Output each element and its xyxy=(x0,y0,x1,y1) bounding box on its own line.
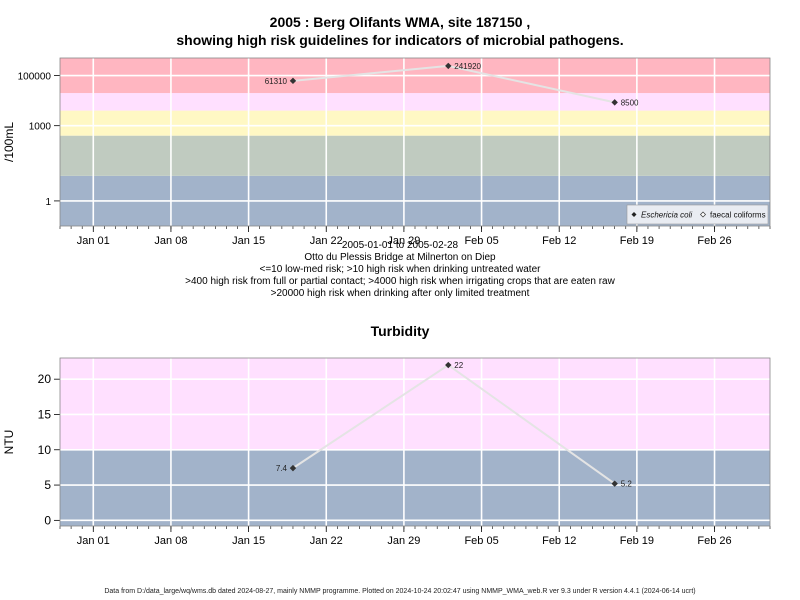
turbidity-x-tick-label: Jan 08 xyxy=(154,535,187,547)
chart-title-line-2: showing high risk guidelines for indicat… xyxy=(176,32,624,48)
turbidity-y-tick-label: 0 xyxy=(44,513,51,527)
turbidity-data-label: 5.2 xyxy=(621,480,633,489)
turbidity-data-point xyxy=(289,464,297,472)
caption-line-risk-treatment: >20000 high risk when drinking after onl… xyxy=(270,288,530,299)
turbidity-plot-frame xyxy=(59,357,771,527)
legend-ecoli-marker xyxy=(631,212,637,217)
legend-faecal-marker xyxy=(700,211,706,218)
turbidity-x-tick-label: Jan 22 xyxy=(310,535,343,547)
microbial-x-tick-label: Jan 01 xyxy=(77,235,110,247)
microbial-band-3 xyxy=(60,93,770,111)
microbial-x-tick-label: Feb 12 xyxy=(542,235,576,247)
legend-ecoli-label: Eschericia coli xyxy=(641,211,692,220)
microbial-data-label: 61310 xyxy=(265,77,288,86)
caption-line-site: Otto du Plessis Bridge at Milnerton on D… xyxy=(304,252,496,263)
chart-title-line-1: 2005 : Berg Olifants WMA, site 187150 , xyxy=(269,14,531,30)
microbial-band-1 xyxy=(60,135,770,176)
microbial-plot-frame xyxy=(59,57,771,227)
legend-faecal-label: faecal coliforms xyxy=(710,211,766,220)
caption: 2005-01-01 to 2005-02-28 Otto du Plessis… xyxy=(0,240,800,300)
turbidity-data-label: 7.4 xyxy=(276,464,288,473)
turbidity-band-0 xyxy=(60,449,770,526)
turbidity-y-tick-label: 20 xyxy=(38,372,52,386)
microbial-y-tick-label: 1 xyxy=(45,197,51,208)
footer-note: Data from D:/data_large/wq/wms.db dated … xyxy=(104,588,696,595)
turbidity-y-tick-label: 10 xyxy=(38,443,52,457)
turbidity-x-tick-label: Feb 19 xyxy=(620,535,654,547)
turbidity-y-tick-label: 5 xyxy=(44,478,51,492)
turbidity-data-point xyxy=(445,361,452,369)
microbial-y-axis-label: /100mL xyxy=(2,122,16,162)
legend-box xyxy=(626,204,769,225)
turbidity-x-tick-label: Feb 26 xyxy=(697,535,731,547)
turbidity-x-tick-label: Feb 05 xyxy=(464,535,498,547)
caption-line-risk-drinking: <=10 low-med risk; >10 high risk when dr… xyxy=(259,264,541,275)
microbial-x-tick-label: Feb 19 xyxy=(620,235,654,247)
microbial-y-tick-label: 1000 xyxy=(29,122,52,133)
microbial-x-tick-label: Jan 22 xyxy=(310,235,343,247)
turbidity-y-axis-label: NTU xyxy=(2,430,16,455)
microbial-x-tick-label: Feb 26 xyxy=(697,235,731,247)
turbidity-x-tick-label: Feb 12 xyxy=(542,535,576,547)
turbidity-x-tick-label: Jan 01 xyxy=(77,535,110,547)
microbial-band-2 xyxy=(60,110,770,136)
microbial-data-label: 8500 xyxy=(621,98,639,107)
turbidity-x-tick-label: Jan 15 xyxy=(232,535,265,547)
turbidity-x-tick-label: Jan 29 xyxy=(387,535,420,547)
caption-line-risk-contact: >400 high risk from full or partial cont… xyxy=(185,276,615,287)
microbial-data-point xyxy=(445,62,452,70)
turbidity-band-1 xyxy=(60,358,770,450)
microbial-x-tick-label: Feb 05 xyxy=(464,235,498,247)
turbidity-title: Turbidity xyxy=(370,323,430,339)
microbial-x-tick-label: Jan 29 xyxy=(387,235,420,247)
microbial-data-label: 241920 xyxy=(454,62,481,71)
microbial-data-point xyxy=(611,99,618,106)
caption-line-date-range: 2005-01-01 to 2005-02-28 xyxy=(341,240,459,251)
turbidity-data-label: 22 xyxy=(454,361,463,370)
microbial-y-tick-label: 100000 xyxy=(18,72,52,83)
microbial-x-tick-label: Jan 08 xyxy=(154,235,187,247)
turbidity-data-point xyxy=(611,480,618,487)
turbidity-y-tick-label: 15 xyxy=(38,407,52,421)
microbial-data-point xyxy=(289,77,297,85)
microbial-x-tick-label: Jan 15 xyxy=(232,235,265,247)
